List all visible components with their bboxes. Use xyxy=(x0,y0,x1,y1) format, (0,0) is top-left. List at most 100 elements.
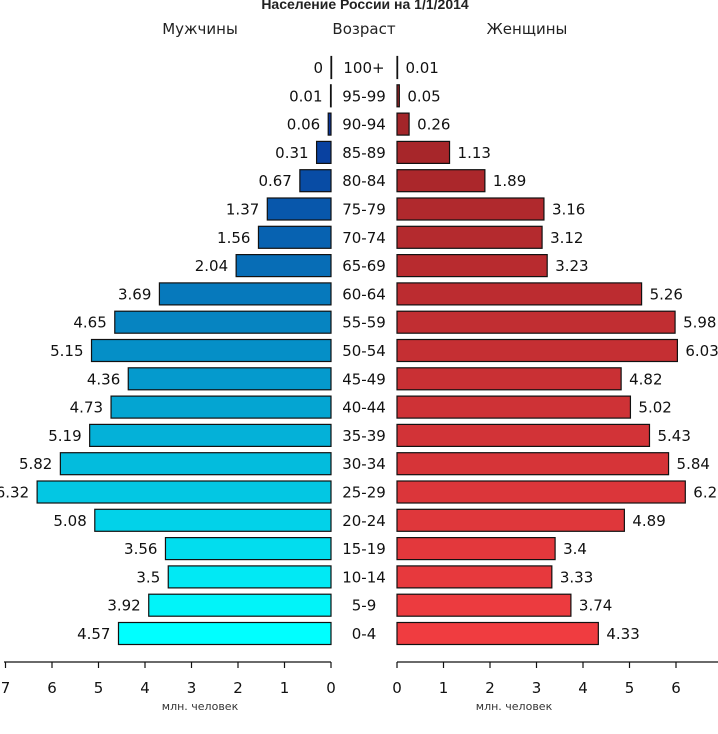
female-bar xyxy=(396,225,543,249)
age-group-label: 80-84 xyxy=(342,172,386,190)
female-value-label: 6.03 xyxy=(685,342,718,360)
male-bar xyxy=(257,225,332,249)
female-bar xyxy=(396,452,670,476)
age-group-label: 10-14 xyxy=(342,568,386,586)
male-value-label: 1.37 xyxy=(226,201,259,219)
right-axis-tick-label: 3 xyxy=(532,679,542,697)
female-value-label: 4.89 xyxy=(632,512,665,530)
female-value-label: 5.98 xyxy=(683,314,716,332)
right-axis-tick-label: 2 xyxy=(485,679,495,697)
female-bar xyxy=(396,395,632,419)
age-group-label: 50-54 xyxy=(342,342,386,360)
female-value-label: 5.43 xyxy=(658,427,691,445)
right-axis-tick-label: 4 xyxy=(578,679,588,697)
male-bar xyxy=(94,508,332,532)
female-bar xyxy=(396,55,399,80)
male-bar xyxy=(36,480,332,504)
male-bar xyxy=(148,593,332,617)
male-value-label: 4.57 xyxy=(77,625,110,643)
female-bar xyxy=(396,84,400,108)
right-axis-tick-label: 1 xyxy=(439,679,449,697)
female-value-label: 3.23 xyxy=(555,257,588,275)
female-value-label: 1.13 xyxy=(458,144,491,162)
left-axis-tick-label: 1 xyxy=(280,679,290,697)
male-value-label: 3.92 xyxy=(107,597,140,615)
male-value-label: 5.19 xyxy=(48,427,81,445)
female-value-label: 4.33 xyxy=(606,625,639,643)
age-group-label: 5-9 xyxy=(352,597,377,615)
male-value-label: 6.32 xyxy=(0,484,29,502)
men-header: Мужчины xyxy=(162,20,238,38)
right-axis-tick-label: 6 xyxy=(671,679,681,697)
labels-layer: 0 0.01 100+ 0.01 0.05 95-99 0.06 0.26 90-94 0.31 1… xyxy=(0,59,718,643)
male-value-label: 0 xyxy=(313,59,323,77)
female-bar xyxy=(396,112,410,136)
age-group-label: 0-4 xyxy=(352,625,377,643)
male-bar xyxy=(110,395,332,419)
left-axis-tick-label: 3 xyxy=(187,679,197,697)
female-bar xyxy=(396,593,572,617)
bars-layer xyxy=(36,55,686,646)
left-axis-tick-label: 4 xyxy=(140,679,150,697)
male-bar xyxy=(315,140,332,164)
female-value-label: 3.12 xyxy=(550,229,583,247)
age-group-label: 100+ xyxy=(343,59,384,77)
male-value-label: 3.69 xyxy=(118,285,151,303)
age-group-label: 65-69 xyxy=(342,257,386,275)
female-bar xyxy=(396,480,686,504)
male-value-label: 0.31 xyxy=(275,144,308,162)
female-bar xyxy=(396,621,599,646)
male-value-label: 5.82 xyxy=(19,455,52,473)
female-bar xyxy=(396,536,556,561)
male-value-label: 1.56 xyxy=(217,229,250,247)
left-axis-tick-label: 6 xyxy=(47,679,57,697)
right-axis-unit-label: млн. человек xyxy=(476,700,553,713)
age-header: Возраст xyxy=(332,20,395,38)
female-value-label: 3.33 xyxy=(560,568,593,586)
age-group-label: 45-49 xyxy=(342,370,386,388)
male-value-label: 4.36 xyxy=(87,370,120,388)
age-group-label: 15-19 xyxy=(342,540,386,558)
male-value-label: 0.06 xyxy=(287,116,320,134)
women-header: Женщины xyxy=(487,20,568,38)
age-group-label: 55-59 xyxy=(342,314,386,332)
male-bar xyxy=(89,423,332,447)
female-value-label: 3.74 xyxy=(579,597,612,615)
right-axis-tick-label: 0 xyxy=(392,679,402,697)
age-group-label: 60-64 xyxy=(342,285,386,303)
male-bar xyxy=(117,621,332,646)
male-bar xyxy=(329,84,332,108)
female-value-label: 6.2 xyxy=(693,484,717,502)
male-bar xyxy=(266,197,332,221)
female-bar xyxy=(396,310,676,334)
left-axis-tick-label: 0 xyxy=(326,679,336,697)
female-value-label: 4.82 xyxy=(629,370,662,388)
male-bar xyxy=(299,169,332,193)
male-value-label: 0.01 xyxy=(289,87,322,105)
female-bar xyxy=(396,565,553,589)
female-bar xyxy=(396,338,678,363)
age-group-label: 90-94 xyxy=(342,116,386,134)
female-value-label: 3.16 xyxy=(552,201,585,219)
female-value-label: 5.84 xyxy=(677,455,710,473)
male-bar xyxy=(235,254,332,278)
age-group-label: 35-39 xyxy=(342,427,386,445)
axis-layer: 7 6 5 4 3 2 1 0 0 1 2 3 4 5 6 xyxy=(1,661,718,697)
age-group-label: 25-29 xyxy=(342,484,386,502)
male-bar xyxy=(127,367,332,391)
age-group-label: 85-89 xyxy=(342,144,386,162)
male-bar xyxy=(327,112,332,136)
female-value-label: 0.01 xyxy=(405,59,438,77)
female-bar xyxy=(396,282,643,306)
female-bar xyxy=(396,508,625,532)
female-bar xyxy=(396,197,545,221)
male-bar xyxy=(164,536,332,561)
female-bar xyxy=(396,367,622,391)
male-bar xyxy=(59,452,332,476)
female-bar xyxy=(396,423,651,447)
male-value-label: 5.15 xyxy=(50,342,83,360)
female-value-label: 0.05 xyxy=(407,87,440,105)
male-value-label: 5.08 xyxy=(53,512,86,530)
female-value-label: 5.26 xyxy=(650,285,683,303)
